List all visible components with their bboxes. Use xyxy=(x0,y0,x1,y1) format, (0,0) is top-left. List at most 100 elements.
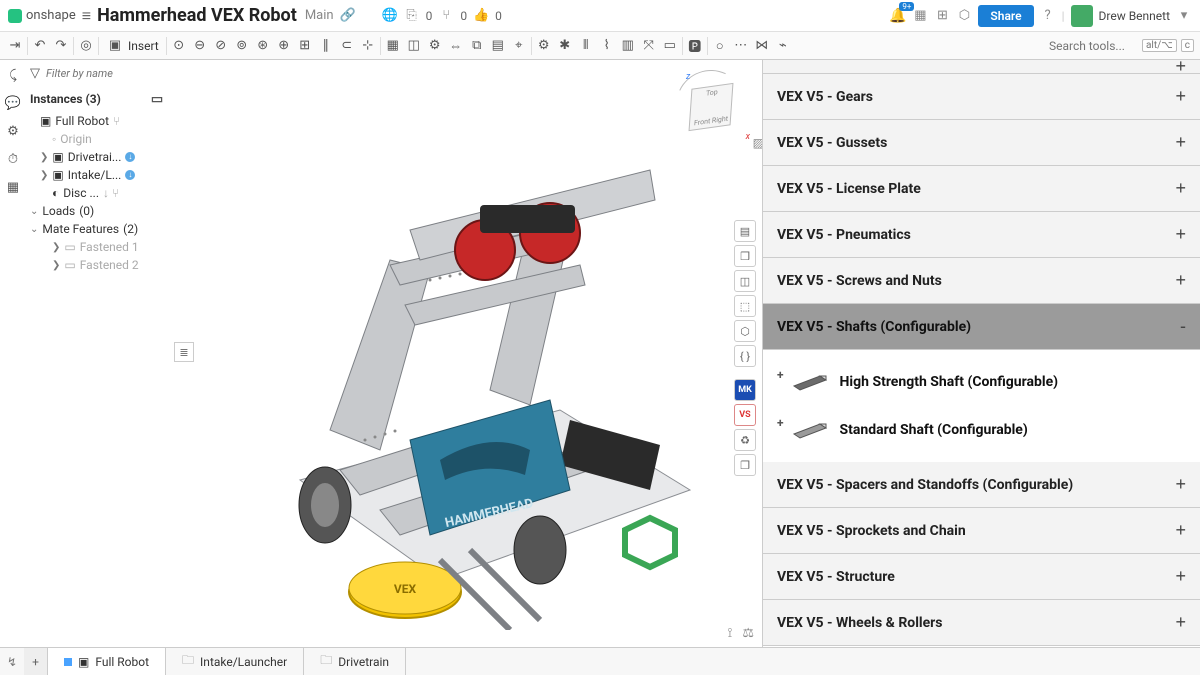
ct-sheet-icon[interactable]: ▤ xyxy=(734,220,756,242)
expand-icon[interactable]: + xyxy=(1175,86,1186,107)
mate-planar-icon[interactable]: ⊘ xyxy=(212,37,230,55)
mate-pin-icon[interactable]: ⊛ xyxy=(254,37,272,55)
stopwatch-icon[interactable]: ⏱ xyxy=(4,150,22,168)
display-icon[interactable]: ▭ xyxy=(661,37,679,55)
expand-icon[interactable]: + xyxy=(1175,520,1186,541)
instances-header[interactable]: Instances (3) ▭ xyxy=(26,86,170,112)
tab[interactable]: ▣Full Robot xyxy=(48,648,166,675)
custom4-icon[interactable]: ⌁ xyxy=(774,37,792,55)
ct-box-icon[interactable]: ❐ xyxy=(734,454,756,476)
mate-ball-icon[interactable]: ⊕ xyxy=(275,37,293,55)
lib-section[interactable]: VEX V5 - Spacers and Standoffs (Configur… xyxy=(763,462,1200,508)
ct-mk-icon[interactable]: MK xyxy=(734,379,756,401)
tab[interactable]: 🗀Drivetrain xyxy=(304,648,406,675)
mate-cyl-icon[interactable]: ⊚ xyxy=(233,37,251,55)
search-input[interactable] xyxy=(1048,38,1138,54)
spur-icon[interactable]: ✱ xyxy=(556,37,574,55)
named-views-icon[interactable]: ≣ xyxy=(174,342,194,362)
bom-icon[interactable]: ▥ xyxy=(619,37,637,55)
gear-rel-icon[interactable]: ⚙ xyxy=(426,37,444,55)
app-logo[interactable]: onshape xyxy=(8,8,76,23)
ct-vs-icon[interactable]: VS xyxy=(734,404,756,426)
expand-icon[interactable]: + xyxy=(1175,132,1186,153)
expand-icon[interactable]: + xyxy=(1175,566,1186,587)
tree-item-origin[interactable]: ◦Origin xyxy=(26,130,170,148)
snap-icon[interactable]: ⌖ xyxy=(510,37,528,55)
custom3-icon[interactable]: ⋈ xyxy=(753,37,771,55)
app-switcher-icon[interactable]: ▦ xyxy=(912,8,928,24)
add-part-icon[interactable]: + xyxy=(777,368,784,382)
custom2-icon[interactable]: ⋯ xyxy=(732,37,750,55)
notifications-icon[interactable]: 🔔9+ xyxy=(889,8,906,24)
lib-item[interactable]: +Standard Shaft (Configurable) xyxy=(763,406,1200,454)
tree-toggle-icon[interactable]: ⇥ xyxy=(6,37,24,55)
viewcube-cube[interactable]: Top Front Right xyxy=(689,83,734,131)
precision-icon[interactable]: ⟟ xyxy=(728,626,733,641)
insert-button[interactable]: ▣ Insert xyxy=(102,37,163,55)
user-menu-caret-icon[interactable]: ▾ xyxy=(1176,8,1192,24)
lib-section[interactable]: VEX V5 - Gussets+ xyxy=(763,120,1200,166)
instances-settings-icon[interactable]: ▭ xyxy=(148,90,166,108)
mate-header[interactable]: ⌄Mate Features (2) xyxy=(26,220,170,238)
filter-input[interactable] xyxy=(46,67,186,80)
measure-p-icon[interactable]: 🅿 xyxy=(686,37,704,55)
document-title[interactable]: Hammerhead VEX Robot xyxy=(97,5,297,26)
fork-icon[interactable]: ⑂ xyxy=(438,8,454,24)
mate-fastened-icon[interactable]: ⊞ xyxy=(296,37,314,55)
like-icon[interactable]: 👍 xyxy=(473,8,489,24)
expand-icon[interactable]: + xyxy=(1175,474,1186,495)
expand-icon[interactable]: + xyxy=(1175,270,1186,291)
mate-tangent-icon[interactable]: ⊂ xyxy=(338,37,356,55)
tree-item-drivetrain[interactable]: ❯▣Drivetrai...↓ xyxy=(26,148,170,166)
gear-settings-icon[interactable]: ⚙ xyxy=(4,122,22,140)
comment-icon[interactable]: 💬 xyxy=(4,94,22,112)
add-tab-button[interactable]: + xyxy=(24,648,48,675)
collapse-icon[interactable]: - xyxy=(1180,316,1186,337)
tab[interactable]: 🗀Intake/Launcher xyxy=(166,648,304,675)
lib-section[interactable]: VEX V5 - Pneumatics+ xyxy=(763,212,1200,258)
lib-section[interactable]: VEX V5 - Shafts (Configurable)- xyxy=(763,304,1200,350)
redo-icon[interactable]: ↷ xyxy=(52,37,70,55)
ct-cube-icon[interactable]: ❒ xyxy=(734,245,756,267)
document-branch[interactable]: Main xyxy=(305,8,334,23)
add-feature-icon[interactable]: ⤹ xyxy=(4,66,22,84)
ct-code-icon[interactable]: { } xyxy=(734,345,756,367)
filter-icon[interactable]: ▽ xyxy=(30,64,40,82)
menu-icon[interactable]: ≡ xyxy=(82,6,91,26)
username[interactable]: Drew Bennett xyxy=(1099,9,1171,23)
mate-connector-icon[interactable]: ⊹ xyxy=(359,37,377,55)
link-icon[interactable]: 🔗 xyxy=(340,8,356,24)
lib-section[interactable]: VEX V5 - Gears+ xyxy=(763,74,1200,120)
bom-panel-icon[interactable]: ▦ xyxy=(4,178,22,196)
versions-icon[interactable]: ⎘ xyxy=(404,8,420,24)
learn-icon[interactable]: ⬡ xyxy=(956,8,972,24)
avatar[interactable] xyxy=(1071,5,1093,27)
lib-section[interactable]: VEX V5 - Screws and Nuts+ xyxy=(763,258,1200,304)
lib-section[interactable]: VEX V5 - Wheels & Rollers+ xyxy=(763,600,1200,646)
canvas[interactable]: ≣ Top Front Right z x ▨▾ xyxy=(170,60,760,647)
tabs-config-icon[interactable]: ↯ xyxy=(0,648,24,675)
lib-header-stub[interactable]: + xyxy=(763,60,1200,74)
custom1-icon[interactable]: ○ xyxy=(711,37,729,55)
relation-icon[interactable]: ◫ xyxy=(405,37,423,55)
loads-header[interactable]: ⌄Loads (0) xyxy=(26,202,170,220)
add-part-icon[interactable]: + xyxy=(777,416,784,430)
tree-item-fullrobot[interactable]: ▣Full Robot⑂ xyxy=(26,112,170,130)
expand-icon[interactable]: + xyxy=(1175,224,1186,245)
tree-mate-2[interactable]: ❯▭Fastened 2 xyxy=(26,256,170,274)
ct-clip-icon[interactable]: ⬚ xyxy=(734,295,756,317)
apps-icon[interactable]: ⊞ xyxy=(934,8,950,24)
globe-icon[interactable]: 🌐 xyxy=(382,8,398,24)
share-button[interactable]: Share xyxy=(978,5,1033,27)
ct-section-icon[interactable]: ◫ xyxy=(734,270,756,292)
undo-icon[interactable]: ↶ xyxy=(31,37,49,55)
ct-hex-icon[interactable]: ⬡ xyxy=(734,320,756,342)
tree-mate-1[interactable]: ❯▭Fastened 1 xyxy=(26,238,170,256)
pattern-icon[interactable]: ▤ xyxy=(489,37,507,55)
lib-section[interactable]: VEX V5 - Structure+ xyxy=(763,554,1200,600)
lib-item[interactable]: +High Strength Shaft (Configurable) xyxy=(763,358,1200,406)
gear-icon[interactable]: ⚙ xyxy=(535,37,553,55)
units-icon[interactable]: ⚖ xyxy=(742,626,754,641)
tree-item-intake[interactable]: ❯▣Intake/L...↓ xyxy=(26,166,170,184)
replicate-icon[interactable]: ⧉ xyxy=(468,37,486,55)
